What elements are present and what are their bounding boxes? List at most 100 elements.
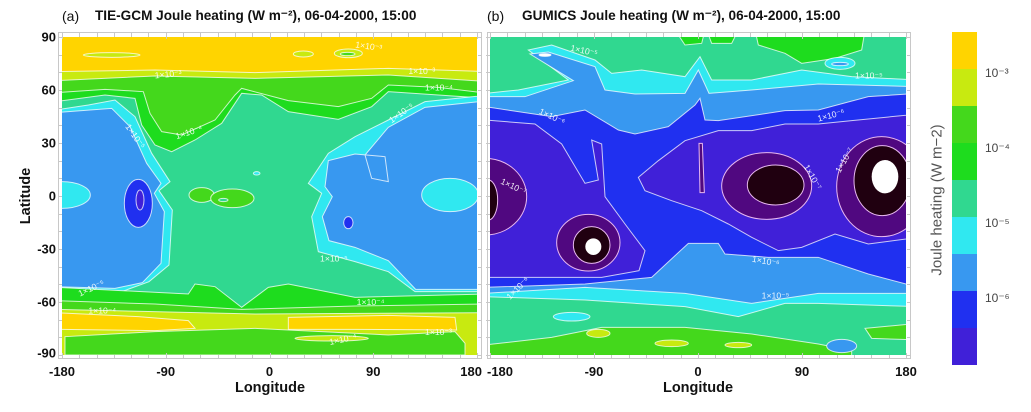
x-tick [183, 33, 185, 37]
x-tick [252, 33, 254, 37]
x-tick [611, 355, 613, 359]
y-tick [478, 196, 482, 197]
x-tick [442, 355, 444, 359]
contour-label: 1×10⁻⁵ [320, 254, 348, 264]
x-tick-label: 0 [265, 364, 274, 379]
minimum-region [490, 180, 498, 220]
x-tick [490, 33, 491, 39]
y-tick [58, 125, 62, 127]
y-tick [478, 266, 482, 268]
x-tick [321, 33, 323, 37]
y-tick [486, 266, 490, 268]
panel-a-frame [58, 32, 482, 359]
x-tick [542, 33, 543, 37]
colorbar-band [952, 254, 977, 291]
colorbar-tick-label: 10⁻⁴ [985, 141, 1010, 155]
y-tick [58, 355, 62, 356]
y-tick [58, 249, 62, 250]
x-tick [490, 353, 491, 359]
y-tick [58, 37, 62, 38]
panel-b-letter: (b) [487, 8, 505, 24]
panel-b-frame [487, 32, 911, 359]
x-tick [338, 355, 340, 359]
y-tick [58, 178, 62, 180]
x-tick [646, 355, 647, 359]
x-tick [888, 33, 890, 37]
panel-a-ylabel: Latitude [18, 167, 34, 225]
x-tick [680, 33, 682, 37]
colorbar-band [952, 32, 977, 69]
contour-label: 1×10⁻³ [425, 327, 452, 337]
panel-b-xlabel: Longitude [662, 380, 734, 396]
x-tick [407, 33, 409, 37]
x-tick [594, 33, 595, 39]
y-tick [907, 90, 911, 91]
x-tick [732, 33, 734, 37]
y-tick [486, 355, 490, 356]
south-yellow-region-east [288, 315, 456, 330]
y-tick [907, 337, 911, 339]
x-tick [304, 33, 306, 37]
x-tick [269, 33, 271, 39]
colorbar-band [952, 291, 977, 328]
colorbar-band [952, 328, 977, 365]
x-tick-label: 180 [895, 364, 917, 379]
panel-a-title: TIE-GCM Joule heating (W m⁻²), 06-04-200… [95, 8, 417, 23]
x-tick [750, 355, 751, 359]
panel-b-contour-map: 1×10⁻⁵ 1×10⁻⁵ 1×10⁻⁶ 1×10⁻⁶ 1×10⁻⁷ 1×10⁻… [490, 37, 906, 355]
y-tick [58, 107, 62, 109]
contour-label: 1×10⁻⁶ [751, 254, 780, 269]
x-tick [836, 355, 838, 359]
y-tick [486, 178, 490, 180]
y-tick [486, 143, 490, 144]
y-tick [58, 266, 62, 268]
panel-b-title: GUMICS Joule heating (W m⁻²), 06-04-2000… [522, 8, 841, 23]
x-tick [750, 33, 751, 37]
contour-label: 1×10⁻⁴ [425, 83, 453, 93]
y-tick-label: 90 [41, 29, 56, 45]
x-tick [802, 353, 803, 359]
x-tick [425, 33, 427, 37]
y-tick-label: -90 [37, 345, 56, 361]
x-tick-label: 90 [366, 364, 381, 379]
x-tick [131, 33, 133, 37]
x-tick [165, 353, 167, 359]
x-tick [715, 33, 717, 37]
y-tick [478, 302, 482, 303]
x-tick [628, 33, 630, 37]
y-tick [486, 231, 490, 233]
y-tick-label: -60 [37, 294, 56, 310]
y-tick [486, 302, 490, 303]
x-tick [524, 355, 526, 359]
x-tick [286, 33, 288, 37]
x-tick [594, 353, 595, 359]
x-tick [524, 33, 526, 37]
x-tick [507, 33, 509, 37]
x-tick [165, 33, 167, 39]
y-tick-label: -30 [37, 241, 56, 257]
y-tick [486, 37, 490, 38]
x-tick [854, 355, 855, 359]
y-tick [478, 355, 482, 356]
x-tick [819, 33, 821, 37]
contour-label: 1×10⁻⁴ [88, 305, 116, 315]
x-tick [542, 355, 543, 359]
y-tick [58, 231, 62, 233]
y-tick [907, 143, 911, 144]
y-tick [907, 37, 911, 38]
y-tick [907, 196, 911, 197]
x-tick [680, 355, 682, 359]
y-tick [907, 249, 911, 250]
x-tick [784, 355, 786, 359]
y-tick [478, 319, 482, 321]
y-tick [907, 178, 911, 180]
y-tick [58, 54, 62, 56]
x-tick [355, 355, 357, 359]
minimum-region [747, 165, 804, 205]
y-tick [58, 302, 62, 303]
y-tick [486, 160, 490, 162]
x-tick-label: 0 [694, 364, 702, 379]
y-tick [58, 72, 62, 74]
x-tick [338, 33, 340, 37]
